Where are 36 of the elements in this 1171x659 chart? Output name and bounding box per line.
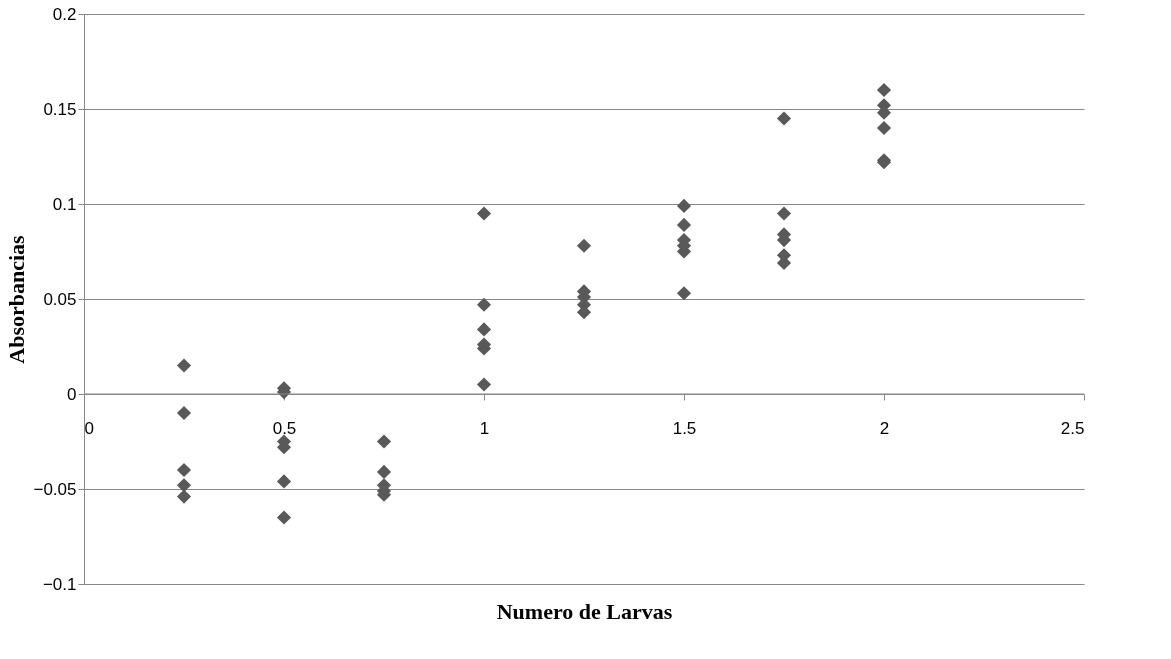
y-tick-label: 0.15	[43, 99, 77, 119]
y-axis-title: Absorbancias	[4, 234, 30, 364]
point	[276, 474, 292, 489]
point	[276, 510, 292, 525]
point	[376, 464, 392, 479]
y-tick-label: 0.05	[43, 289, 77, 309]
x-tick-label: 1	[479, 418, 490, 438]
x-axis-title: Numero de Larvas	[496, 598, 673, 624]
y-tick-label: 0.1	[52, 194, 77, 214]
point	[576, 238, 592, 253]
point	[376, 434, 392, 449]
point	[876, 120, 892, 136]
point	[676, 217, 692, 232]
y-tick-label: −0.05	[33, 479, 77, 499]
y-tick-label: 0	[67, 384, 77, 404]
x-tick-label: 2.5	[1060, 418, 1085, 438]
point	[476, 297, 492, 312]
point	[876, 82, 892, 98]
x-tick-label: 0	[84, 418, 94, 438]
point	[476, 377, 492, 392]
point	[176, 405, 192, 421]
point	[476, 322, 492, 337]
point	[776, 111, 792, 126]
point	[176, 478, 192, 493]
x-tick-label: 2	[879, 418, 890, 438]
point	[176, 489, 192, 504]
point	[776, 206, 792, 221]
y-tick-label: −0.1	[42, 574, 77, 594]
point	[676, 286, 692, 301]
point	[176, 462, 192, 478]
x-tick-label: 1.5	[672, 418, 697, 438]
point	[176, 358, 192, 373]
point	[676, 198, 692, 213]
x-tick-label: 0.5	[272, 418, 297, 438]
y-tick-label: 0.2	[52, 4, 77, 24]
point	[476, 206, 492, 221]
